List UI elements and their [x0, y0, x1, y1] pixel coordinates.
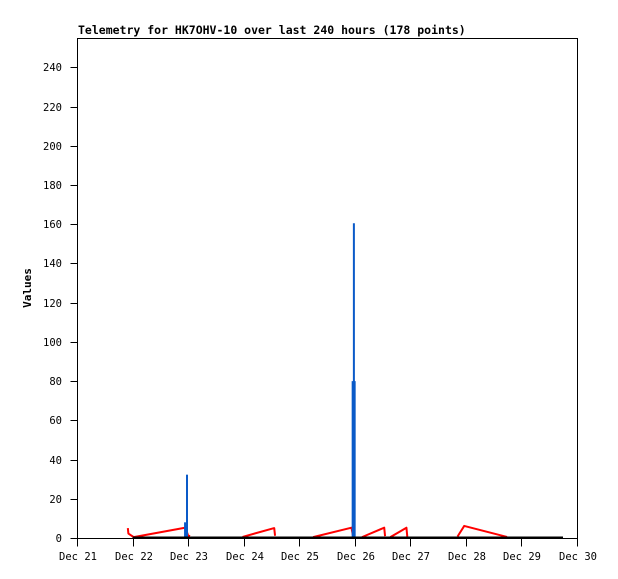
y-tick-label: 140 [43, 258, 62, 270]
red-channel-line [126, 526, 191, 539]
x-tick-label: Dec 30 [559, 551, 597, 563]
x-tick-label: Dec 24 [226, 551, 264, 563]
x-tick-label: Dec 28 [448, 551, 486, 563]
y-tick-label: 220 [43, 102, 62, 114]
y-tick-label: 160 [43, 219, 62, 231]
series-layer [126, 223, 563, 539]
red-channel-line [312, 526, 354, 539]
red-channel-line [456, 524, 508, 538]
axes-layer: 0 20 40 60 80 100 120 140 160 180 200 220 240 Dec 21 D… [43, 38, 597, 563]
plot-frame [77, 38, 578, 539]
x-tick-label: Dec 21 [59, 551, 97, 563]
red-channel-line [242, 527, 277, 538]
y-axis-title: Values [21, 268, 34, 308]
y-tick-label: 180 [43, 180, 62, 192]
y-tick-label: 20 [49, 494, 62, 506]
y-tick-label: 80 [49, 376, 62, 388]
y-tick-label: 60 [49, 415, 62, 427]
x-tick-label: Dec 27 [392, 551, 430, 563]
x-tick-label: Dec 29 [503, 551, 541, 563]
y-tick-label: 40 [49, 455, 62, 467]
y-tick-label: 100 [43, 337, 62, 349]
x-tick-label: Dec 26 [337, 551, 375, 563]
x-tick-label: Dec 22 [115, 551, 153, 563]
y-tick-label: 0 [56, 533, 62, 545]
y-tick-label: 120 [43, 298, 62, 310]
y-tick-label: 200 [43, 141, 62, 153]
y-tick-label: 240 [43, 62, 62, 74]
red-channel-line [361, 526, 387, 539]
chart-title: Telemetry for HK7OHV-10 over last 240 ho… [78, 23, 466, 37]
x-tick-label: Dec 23 [170, 551, 208, 563]
x-tick-label: Dec 25 [281, 551, 319, 563]
red-channel-line [389, 526, 409, 538]
